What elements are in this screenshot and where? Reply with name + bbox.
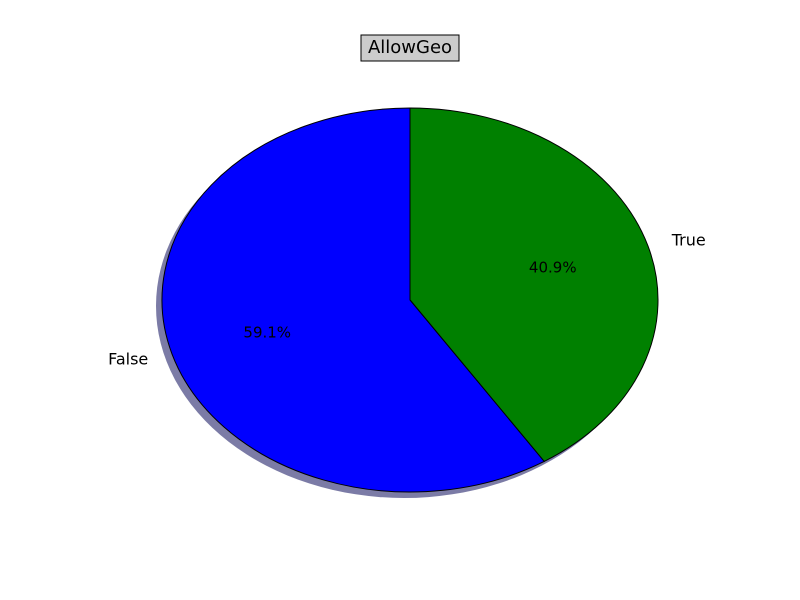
chart-title-box	[360, 34, 460, 62]
pie-slice-false	[161, 107, 545, 493]
pie-label-true: True	[671, 230, 706, 249]
pie-percent-true: 40.9%	[529, 259, 577, 277]
pie-slice-true	[409, 107, 659, 463]
chart-title-text: AllowGeo	[368, 37, 452, 58]
pie-slices	[161, 107, 659, 493]
chart-title: AllowGeo	[360, 34, 460, 62]
pie-percent-false: 59.1%	[243, 323, 291, 341]
pie-labels: False 59.1% True 40.9%	[108, 230, 706, 368]
pie-label-false: False	[108, 350, 148, 369]
